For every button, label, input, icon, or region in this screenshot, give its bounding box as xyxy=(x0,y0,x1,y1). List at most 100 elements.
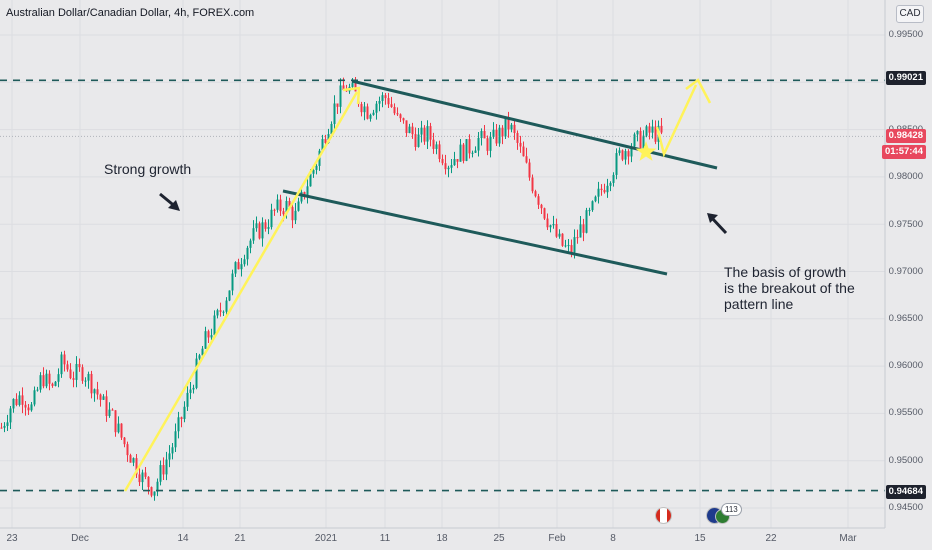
candle-body xyxy=(477,137,480,151)
candle-body xyxy=(198,355,201,359)
candle-body xyxy=(165,459,168,475)
candle-body xyxy=(195,358,198,388)
pointer-arrow-head xyxy=(168,200,180,211)
candle-body xyxy=(126,444,129,456)
candle-body xyxy=(540,204,543,209)
candle-body xyxy=(300,192,303,202)
candle-body xyxy=(96,389,99,395)
candle-body xyxy=(234,262,237,274)
canada-flag-icon[interactable] xyxy=(655,507,672,524)
candle-body xyxy=(366,106,369,119)
candles-layer xyxy=(0,77,663,501)
candle-body xyxy=(132,458,135,463)
projection-arrow-head xyxy=(685,78,712,104)
annotation-basis-line2: is the breakout of the xyxy=(724,280,855,296)
candle-body xyxy=(12,398,15,409)
candle-body xyxy=(543,208,546,219)
currency-badge[interactable]: CAD xyxy=(896,5,924,23)
candle-body xyxy=(591,201,594,211)
price-tick: 0.98000 xyxy=(888,171,923,182)
candle-body xyxy=(405,120,408,134)
candle-body xyxy=(618,150,621,154)
candle-body xyxy=(387,98,390,105)
annotation-basis-line1: The basis of growth xyxy=(724,264,847,280)
candle-body xyxy=(609,182,612,186)
candle-body xyxy=(561,233,564,246)
candle-body xyxy=(102,396,105,400)
time-label: 14 xyxy=(177,533,189,544)
candle-body xyxy=(441,158,444,164)
event-count-badge[interactable]: 113 xyxy=(721,503,742,516)
candle-body xyxy=(273,209,276,211)
candle-body xyxy=(495,129,498,144)
candle-body xyxy=(372,112,375,115)
candle-body xyxy=(276,199,279,210)
candle-body xyxy=(339,85,342,107)
time-label: Feb xyxy=(548,533,566,544)
candle-body xyxy=(171,447,174,454)
candle-body xyxy=(600,188,603,190)
candle-body xyxy=(552,223,555,226)
candle-body xyxy=(390,104,393,107)
candle-body xyxy=(30,404,33,411)
candle-body xyxy=(576,237,579,239)
candle-body xyxy=(486,138,489,151)
candle-body xyxy=(567,245,570,247)
candle-body xyxy=(384,95,387,99)
candle-body xyxy=(135,458,138,475)
candle-body xyxy=(156,481,159,492)
candle-body xyxy=(432,139,435,149)
time-label: 15 xyxy=(694,533,706,544)
candle-body xyxy=(612,174,615,183)
candle-body xyxy=(582,224,585,233)
price-tick: 0.96500 xyxy=(888,313,923,324)
candle-body xyxy=(402,118,405,121)
candle-body xyxy=(144,472,147,477)
annotation-strong-growth: Strong growth xyxy=(104,161,192,177)
candle-body xyxy=(438,144,441,159)
candle-body xyxy=(474,150,477,153)
candle-body xyxy=(627,151,630,157)
candle-body xyxy=(42,375,45,387)
candle-body xyxy=(81,367,84,381)
candle-body xyxy=(330,123,333,135)
candle-body xyxy=(528,162,531,178)
candle-body xyxy=(423,127,426,142)
candle-body xyxy=(174,431,177,448)
candle-body xyxy=(396,113,399,115)
candle-body xyxy=(426,126,429,142)
candle-body xyxy=(150,487,153,496)
candle-body xyxy=(498,127,501,144)
candle-body xyxy=(210,335,213,338)
chart-grid xyxy=(0,0,885,528)
candle-body xyxy=(642,135,645,149)
candle-body xyxy=(360,104,363,113)
candle-body xyxy=(201,348,204,356)
candle-body xyxy=(516,132,519,143)
annotation-basis-line3: pattern line xyxy=(724,296,794,312)
candle-body xyxy=(450,165,453,168)
candle-body xyxy=(306,186,309,197)
candle-body xyxy=(138,474,141,483)
price-tick: 0.96000 xyxy=(888,360,923,371)
time-label: Mar xyxy=(839,533,857,544)
candle-body xyxy=(258,223,261,239)
candle-body xyxy=(15,398,18,405)
candle-body xyxy=(522,146,525,157)
candle-body xyxy=(570,245,573,253)
candle-body xyxy=(519,142,522,147)
breakout-star-icon xyxy=(635,141,657,161)
candle-body xyxy=(312,169,315,174)
candle-body xyxy=(489,136,492,151)
candle-body xyxy=(75,363,78,380)
candle-body xyxy=(270,209,273,228)
candle-body xyxy=(216,310,219,316)
candle-body xyxy=(411,126,414,135)
channel-lower-trendline xyxy=(282,189,668,276)
support-price-label: 0.94684 xyxy=(885,485,926,499)
candle-body xyxy=(162,465,165,475)
candle-body xyxy=(381,95,384,101)
candle-body xyxy=(24,404,27,408)
price-tick: 0.94500 xyxy=(888,502,923,513)
